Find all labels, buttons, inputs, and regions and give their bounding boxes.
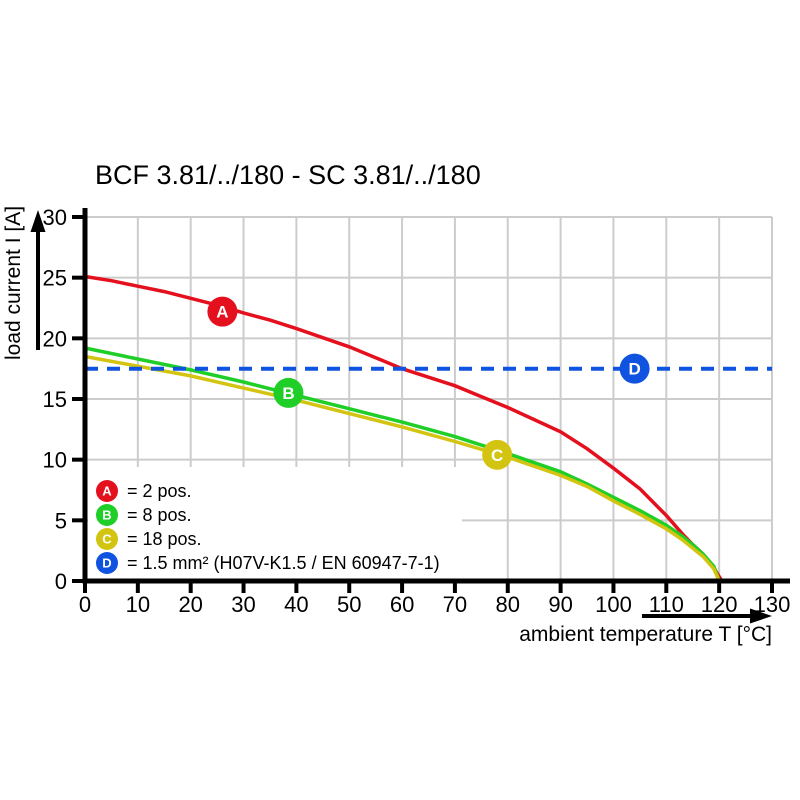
- x-tick-label: 30: [231, 592, 255, 617]
- x-tick-label: 40: [284, 592, 308, 617]
- legend-marker-circle: [96, 552, 118, 574]
- curve-marker-letter: B: [282, 384, 294, 403]
- curve-marker-C: C: [482, 439, 513, 470]
- series-curves: [84, 274, 772, 582]
- y-tick-label: 10: [43, 448, 67, 473]
- legend-marker-circle: [96, 528, 118, 550]
- legend-backing: [88, 467, 462, 579]
- x-axis-arrow-icon: [642, 608, 772, 624]
- x-tick-label: 0: [79, 592, 91, 617]
- legend-item-A: A = 2 pos.: [96, 480, 192, 502]
- y-tick-label: 5: [55, 508, 67, 533]
- y-axis-label: load current I [A]: [2, 206, 25, 360]
- x-tick-label: 20: [178, 592, 202, 617]
- tick-labels: 0 5 10 15 20 25 30 0 10 20 30 40 50 60 70 80 90 100 110 120…: [43, 205, 791, 617]
- legend-item-C: C = 18 pos.: [96, 528, 202, 550]
- curve-marker-letter: D: [628, 360, 640, 379]
- legend-marker-letter: B: [102, 508, 111, 523]
- y-tick-label: 15: [43, 387, 67, 412]
- x-tick-label: 90: [548, 592, 572, 617]
- x-tick-label: 100: [595, 592, 632, 617]
- y-tick-label: 0: [55, 569, 67, 594]
- x-axis-label: ambient temperature T [°C]: [519, 623, 772, 646]
- legend: A = 2 pos. B = 8 pos. C = 18 pos. D = 1.5 mm² (…: [96, 480, 440, 574]
- curve-C: [84, 354, 721, 582]
- legend-marker-letter: A: [102, 484, 112, 499]
- legend-marker-letter: D: [102, 556, 111, 571]
- curve-A: [84, 274, 724, 582]
- curve-marker-letter: A: [216, 303, 228, 322]
- x-tick-label: 110: [649, 592, 684, 617]
- legend-marker-circle: [96, 480, 118, 502]
- y-axis-arrow-icon: [30, 210, 46, 350]
- curve-marker-circle: [273, 377, 304, 408]
- axes: [72, 208, 790, 593]
- legend-background: [88, 467, 462, 579]
- legend-item-label: = 1.5 mm² (H07V-K1.5 / EN 60947-7-1): [127, 553, 440, 573]
- x-tick-label: 60: [390, 592, 414, 617]
- x-tick-label: 50: [337, 592, 361, 617]
- legend-item-B: B = 8 pos.: [96, 504, 192, 526]
- curve-marker-D: D: [619, 353, 650, 384]
- y-tick-label: 20: [43, 326, 67, 351]
- legend-marker-letter: C: [102, 532, 112, 547]
- x-tick-label: 10: [126, 592, 150, 617]
- legend-item-label: = 18 pos.: [127, 529, 202, 549]
- curve-marker-circle: [207, 296, 238, 327]
- y-tick-label: 25: [43, 266, 67, 291]
- chart-title: BCF 3.81/../180 - SC 3.81/../180: [95, 160, 481, 190]
- curve-marker-circle: [482, 439, 513, 470]
- curve-marker-A: A: [207, 296, 238, 327]
- legend-marker-circle: [96, 504, 118, 526]
- curve-marker-letter: C: [491, 446, 503, 465]
- curve-marker-B: B: [273, 377, 304, 408]
- curve-B: [84, 346, 721, 582]
- x-tick-label: 120: [701, 592, 738, 617]
- legend-item-label: = 2 pos.: [127, 481, 192, 501]
- series-markers: A B C D: [207, 296, 650, 470]
- legend-item-D: D = 1.5 mm² (H07V-K1.5 / EN 60947-7-1): [96, 552, 440, 574]
- x-tick-label: 70: [443, 592, 467, 617]
- legend-item-label: = 8 pos.: [127, 505, 192, 525]
- x-tick-label: 80: [496, 592, 520, 617]
- curve-marker-circle: [619, 353, 650, 384]
- y-tick-label: 30: [43, 205, 67, 230]
